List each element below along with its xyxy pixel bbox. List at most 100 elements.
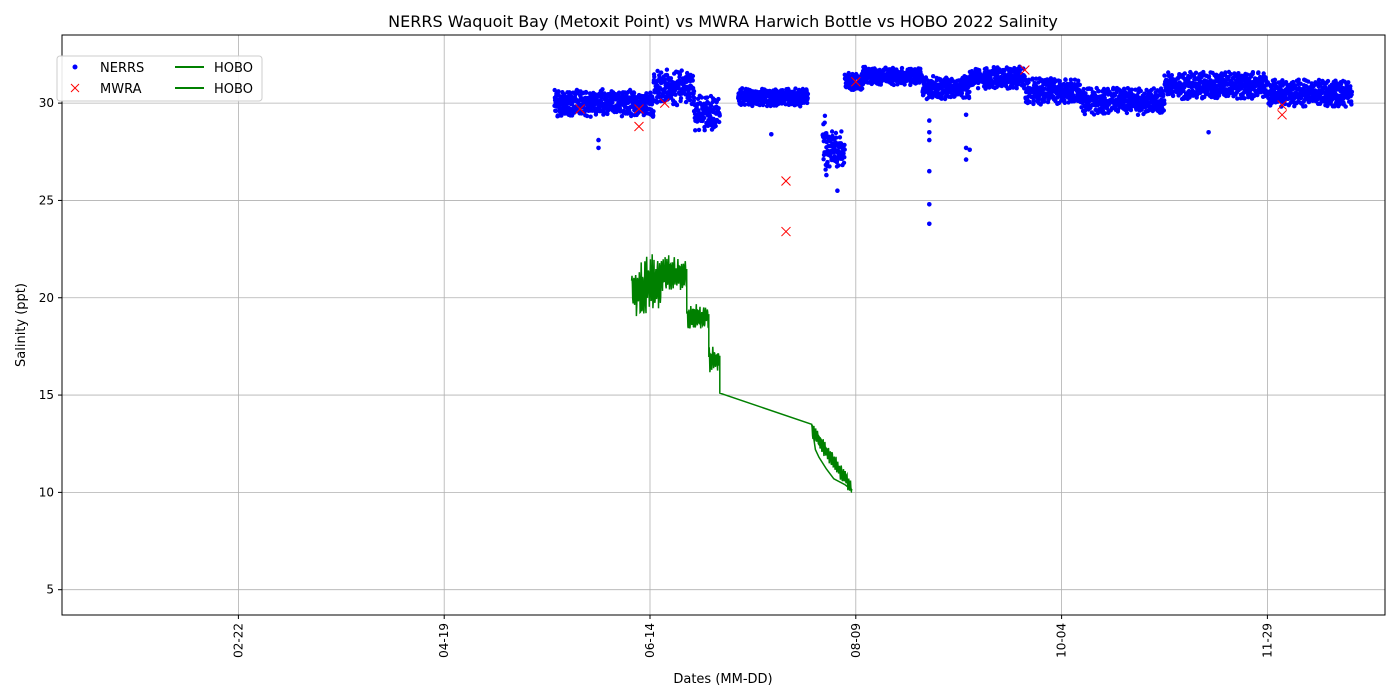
nerrs-point <box>1245 72 1250 77</box>
nerrs-point <box>664 67 670 72</box>
nerrs-point <box>1031 98 1036 103</box>
nerrs-point <box>793 86 798 91</box>
nerrs-point <box>1133 87 1138 92</box>
nerrs-point <box>966 95 972 101</box>
nerrs-point <box>855 74 861 79</box>
nerrs-point <box>651 113 656 118</box>
nerrs-point <box>1219 71 1224 76</box>
nerrs-point <box>699 95 704 100</box>
nerrs-point <box>674 102 680 108</box>
y-tick-label: 15 <box>39 388 54 402</box>
nerrs-point <box>1166 70 1171 75</box>
nerrs-point <box>596 137 601 143</box>
nerrs-point <box>1091 112 1097 117</box>
y-tick-label: 10 <box>39 485 54 499</box>
nerrs-point <box>629 113 634 119</box>
hobo-line <box>630 254 853 493</box>
mwra-point <box>781 176 791 186</box>
nerrs-point <box>1194 92 1200 98</box>
nerrs-point <box>740 86 745 91</box>
x-tick-label: 02-22 <box>231 623 245 658</box>
nerrs-point <box>716 96 721 102</box>
nerrs-point <box>1349 89 1355 95</box>
nerrs-point <box>1151 86 1157 91</box>
nerrs-point <box>1077 82 1083 88</box>
nerrs-point <box>1027 99 1032 105</box>
nerrs-point <box>1162 98 1167 103</box>
nerrs-point <box>1026 77 1032 83</box>
nerrs-point <box>614 109 619 115</box>
nerrs-point <box>1250 70 1256 75</box>
nerrs-point <box>846 70 851 76</box>
nerrs-point <box>713 123 718 129</box>
nerrs-point <box>927 118 932 123</box>
nerrs-point <box>1170 93 1176 99</box>
nerrs-point <box>1343 104 1348 109</box>
nerrs-point <box>600 87 605 92</box>
nerrs-point <box>839 129 844 134</box>
nerrs-point <box>1042 99 1047 104</box>
y-tick-label: 5 <box>46 583 54 597</box>
nerrs-point <box>1076 78 1081 83</box>
nerrs-point <box>651 109 656 114</box>
legend-label-hobo-1: HOBO <box>214 61 253 76</box>
nerrs-point <box>559 113 564 118</box>
nerrs-point <box>975 86 981 91</box>
nerrs-point <box>1338 82 1344 87</box>
legend-box <box>56 55 263 102</box>
nerrs-point <box>1096 89 1101 94</box>
nerrs-point <box>841 151 846 156</box>
x-tick-label: 06-14 <box>643 623 657 658</box>
nerrs-point <box>584 90 589 95</box>
nerrs-point <box>702 115 707 121</box>
nerrs-point <box>902 82 907 87</box>
nerrs-point <box>1169 73 1175 78</box>
nerrs-point <box>668 76 674 81</box>
nerrs-point <box>652 74 657 80</box>
nerrs-point <box>927 137 932 143</box>
nerrs-point <box>1030 76 1035 81</box>
nerrs-point <box>588 114 593 119</box>
nerrs-point <box>918 66 923 72</box>
nerrs-point <box>584 113 590 119</box>
mwra-point <box>781 226 791 237</box>
nerrs-point <box>1021 82 1027 88</box>
nerrs-point <box>1138 88 1144 94</box>
legend-label-hobo-2: HOBO <box>214 82 253 97</box>
y-tick-label: 25 <box>39 193 54 207</box>
y-tick-label: 20 <box>39 291 54 305</box>
nerrs-point <box>704 95 710 100</box>
nerrs-point <box>601 111 606 116</box>
legend-marker-mwra <box>70 83 80 93</box>
nerrs-point <box>693 128 698 133</box>
y-axis-label: Salinity (ppt) <box>14 283 29 367</box>
nerrs-point <box>927 130 932 135</box>
nerrs-point <box>1102 111 1108 116</box>
nerrs-point <box>616 90 622 95</box>
nerrs-point <box>967 147 972 153</box>
nerrs-point <box>833 135 839 140</box>
nerrs-point <box>805 91 811 97</box>
nerrs-point <box>923 75 929 80</box>
nerrs-point <box>1346 80 1351 85</box>
nerrs-point <box>717 113 722 118</box>
nerrs-point <box>1304 84 1309 89</box>
nerrs-point <box>1325 103 1330 109</box>
nerrs-point <box>691 89 697 94</box>
nerrs-point <box>556 89 561 94</box>
nerrs-point <box>696 127 702 133</box>
legend-label-nerrs: NERRS <box>100 61 144 76</box>
nerrs-point <box>821 157 826 162</box>
nerrs-point <box>798 104 803 109</box>
nerrs-point <box>1236 71 1241 76</box>
nerrs-point <box>553 108 558 114</box>
nerrs-point <box>1171 89 1176 95</box>
nerrs-point <box>842 142 847 148</box>
mwra-point-stroke <box>659 98 670 108</box>
x-axis-label: Dates (MM-DD) <box>673 672 772 687</box>
x-tick-label: 10-04 <box>1055 623 1069 658</box>
nerrs-point <box>1206 74 1212 79</box>
nerrs-point <box>783 102 788 107</box>
nerrs-point <box>687 97 693 103</box>
mwra-point-stroke <box>1277 109 1287 120</box>
